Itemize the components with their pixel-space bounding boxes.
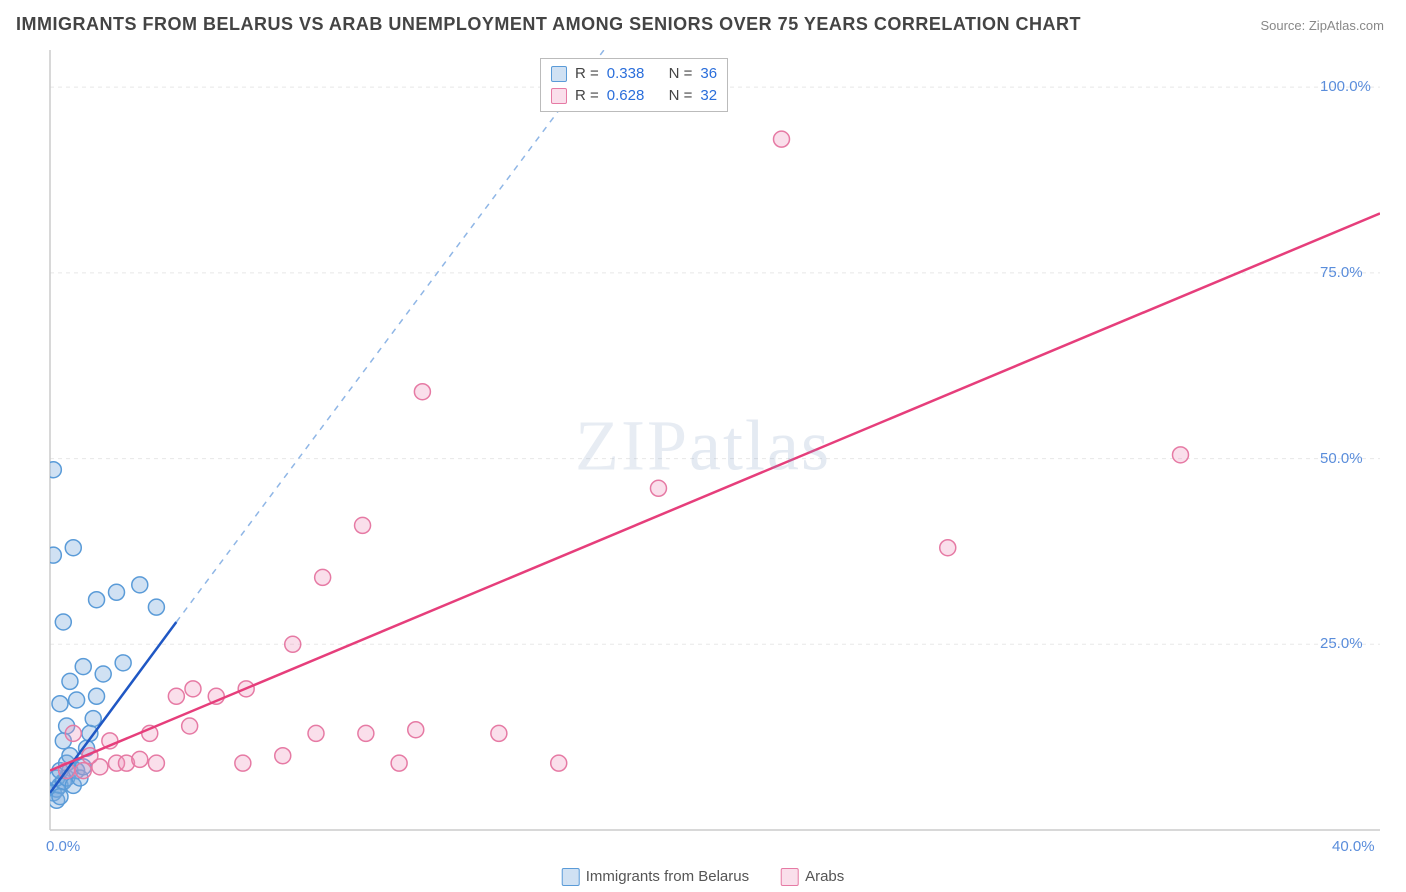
stats-r-label: R = (575, 63, 599, 85)
legend-bottom: Immigrants from Belarus Arabs (562, 868, 845, 886)
stats-row-belarus: R = 0.338 N = 36 (551, 63, 717, 85)
y-tick-label: 75.0% (1320, 264, 1363, 281)
swatch-belarus-icon (551, 66, 567, 82)
stats-legend-box: R = 0.338 N = 36 R = 0.628 N = 32 (540, 58, 728, 112)
stats-r-arabs: 0.628 (607, 85, 645, 107)
y-tick-label: 25.0% (1320, 635, 1363, 652)
legend-item-belarus: Immigrants from Belarus (562, 868, 749, 886)
stats-n-label: N = (669, 63, 693, 85)
stats-n-label-2: N = (669, 85, 693, 107)
y-tick-label: 100.0% (1320, 78, 1371, 95)
x-tick-label: 40.0% (1332, 838, 1375, 855)
x-tick-label: 0.0% (46, 838, 80, 855)
legend-swatch-arabs-icon (781, 868, 799, 886)
stats-r-belarus: 0.338 (607, 63, 645, 85)
stats-n-arabs: 32 (700, 85, 717, 107)
y-tick-label: 50.0% (1320, 450, 1363, 467)
legend-label-arabs: Arabs (805, 868, 844, 885)
scatter-plot (0, 0, 1406, 892)
stats-r-label-2: R = (575, 85, 599, 107)
swatch-arabs-icon (551, 88, 567, 104)
legend-item-arabs: Arabs (781, 868, 844, 886)
legend-swatch-belarus-icon (562, 868, 580, 886)
stats-row-arabs: R = 0.628 N = 32 (551, 85, 717, 107)
legend-label-belarus: Immigrants from Belarus (586, 868, 749, 885)
stats-n-belarus: 36 (700, 63, 717, 85)
